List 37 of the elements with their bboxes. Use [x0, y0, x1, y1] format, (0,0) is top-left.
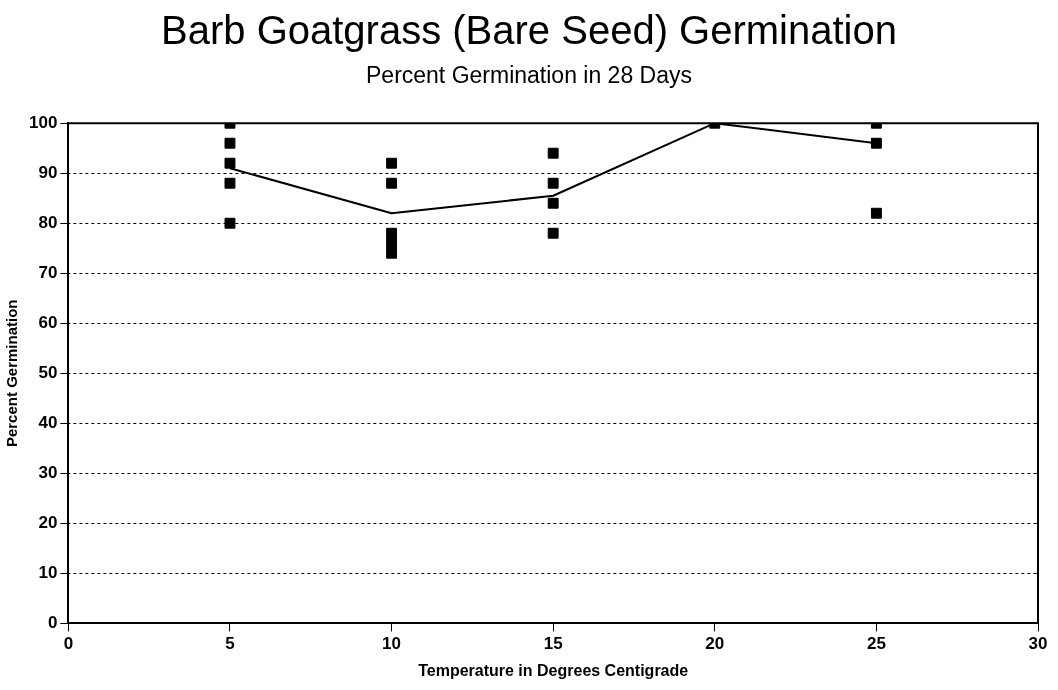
y-tick-label: 60: [38, 312, 58, 332]
point: [386, 157, 398, 169]
point: [224, 177, 236, 189]
x-tick-label: 25: [866, 634, 886, 654]
y-tick-label: 40: [38, 413, 58, 433]
x-tick-label: 5: [225, 634, 235, 654]
y-tick-label: 50: [38, 362, 58, 382]
point: [870, 137, 882, 149]
y-tick-label: 0: [47, 613, 58, 633]
chart-title: Barb Goatgrass (Bare Seed) Germination: [160, 8, 898, 53]
point: [547, 227, 559, 239]
point: [386, 177, 398, 189]
point: [547, 147, 559, 159]
y-tick-label: 30: [38, 463, 58, 483]
x-tick-label: 10: [382, 634, 402, 654]
point: [386, 237, 398, 249]
x-tick-label: 15: [543, 634, 563, 654]
point: [870, 207, 882, 219]
y-tick-label: 70: [38, 262, 58, 282]
y-tick-label: 80: [38, 212, 58, 232]
chart-subtitle: Percent Germination in 28 Days: [365, 62, 693, 89]
y-tick-label: 10: [38, 563, 58, 583]
y-tick-label: 100: [28, 112, 58, 132]
point: [224, 217, 236, 229]
point: [547, 197, 559, 209]
y-axis-title: Percent Germination: [3, 299, 21, 448]
x-tick-label: 20: [705, 634, 725, 654]
point: [224, 137, 236, 149]
point: [224, 157, 236, 169]
x-tick-label: 0: [63, 634, 74, 654]
y-tick-label: 90: [38, 162, 58, 182]
y-tick-label: 20: [38, 513, 58, 533]
x-tick-label: 30: [1028, 634, 1048, 654]
x-axis-title: Temperature in Degrees Centigrade: [418, 661, 689, 679]
point: [386, 247, 398, 259]
point: [386, 227, 398, 239]
point: [547, 177, 559, 189]
